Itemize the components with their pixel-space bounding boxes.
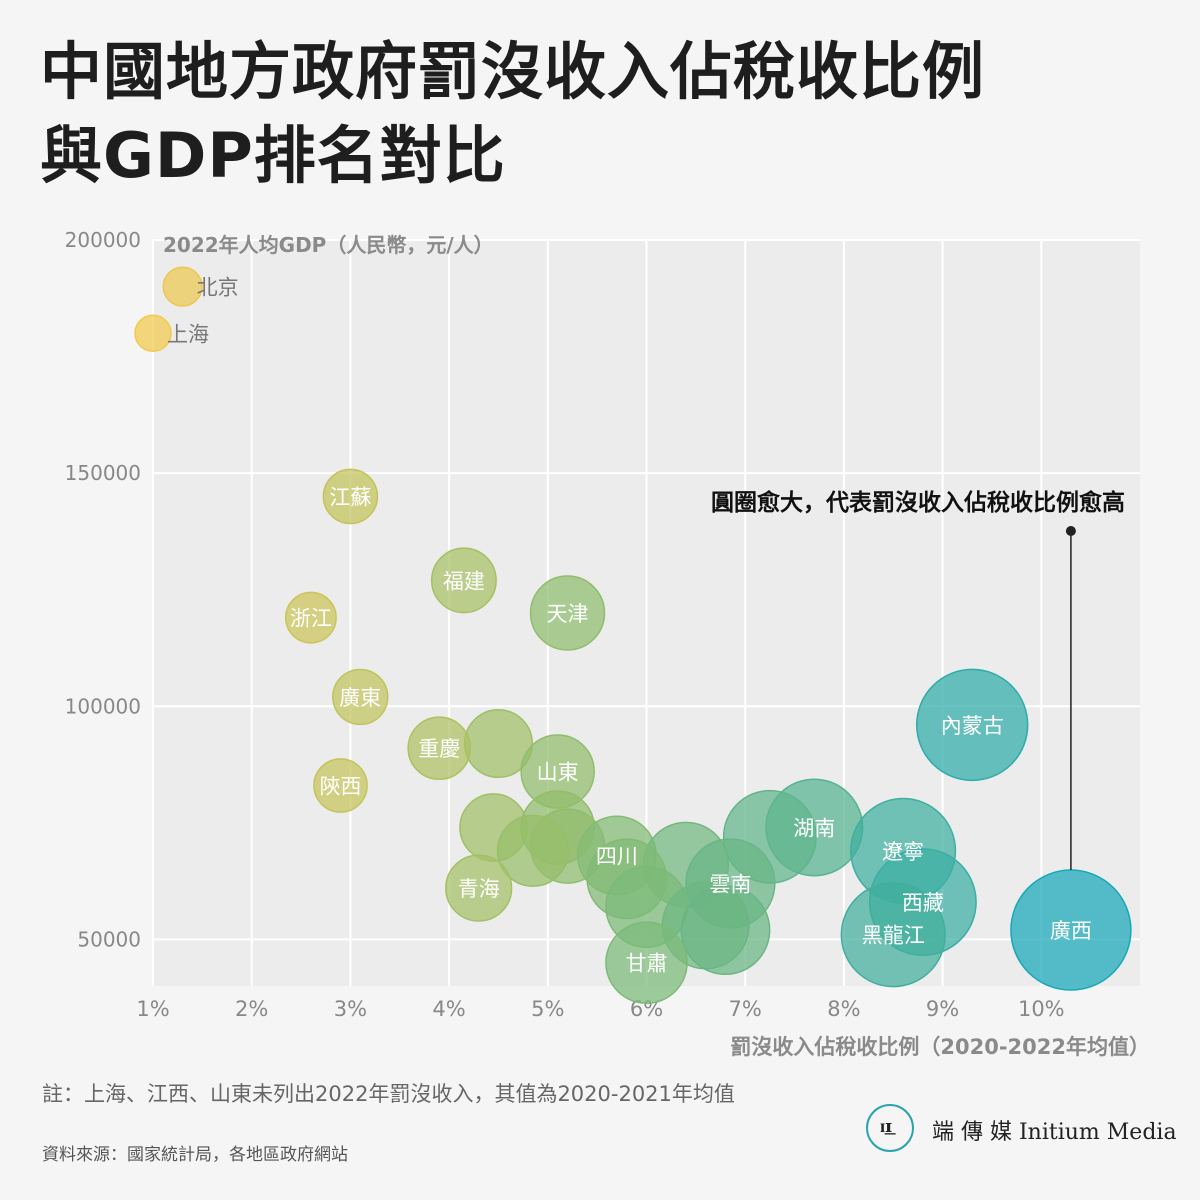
logo-mark-icon: ɪ͟ɪ	[866, 1104, 914, 1152]
annotation-text: 圓圈愈大，代表罰沒收入佔稅收比例愈高	[711, 489, 1125, 516]
bubble	[284, 591, 337, 644]
bubble-label: 山東	[537, 761, 579, 785]
y-tick-label: 200000	[65, 228, 141, 252]
bubble	[407, 716, 472, 781]
bubble-label: 廣西	[1050, 919, 1092, 943]
bubble	[430, 547, 497, 614]
data-source: 資料來源：國家統計局，各地區政府網站	[42, 1145, 348, 1165]
x-tick-label: 8%	[827, 997, 860, 1021]
bubble-label: 北京	[197, 276, 239, 300]
bubble-label: 湖南	[793, 816, 835, 840]
bubble-label: 西藏	[902, 891, 944, 915]
bubble-label: 上海	[167, 322, 209, 346]
logo-glyph: ɪ͟ɪ	[880, 1116, 893, 1137]
x-tick-label: 10%	[1018, 997, 1065, 1021]
x-tick-label: 3%	[334, 997, 367, 1021]
x-tick-label: 7%	[729, 997, 762, 1021]
bubble	[605, 921, 688, 1005]
y-tick-label: 150000	[65, 461, 141, 485]
bubble-label: 青海	[458, 877, 500, 901]
bubble-label: 甘肅	[626, 952, 668, 976]
bubble	[445, 854, 513, 922]
footnote: 註：上海、江西、山東未列出2022年罰沒收入，其值為2020-2021年均值	[42, 1082, 735, 1106]
bubble	[840, 882, 946, 988]
bubble-label: 重慶	[418, 737, 460, 761]
bubble-label: 天津	[547, 602, 589, 626]
x-tick-label: 5%	[531, 997, 564, 1021]
bubble-label: 浙江	[290, 607, 332, 631]
x-tick-label: 9%	[926, 997, 959, 1021]
bubble-label: 陝西	[320, 775, 362, 799]
bubble	[915, 668, 1029, 782]
bubble	[680, 885, 771, 975]
logo-text: 端 傳 媒 Initium Media	[932, 1120, 1177, 1145]
title-line-2: 與GDP排名對比	[40, 119, 506, 192]
x-axis-label: 罰沒收入佔稅收比例（2020-2022年均值）	[730, 1035, 1150, 1059]
chart-title: 中國地方政府罰沒收入佔稅收比例 與GDP排名對比	[40, 30, 1160, 198]
initium-logo: ɪ͟ɪ 端 傳 媒 Initium Media	[866, 1104, 1177, 1156]
x-tick-label: 4%	[432, 997, 465, 1021]
title-line-1: 中國地方政府罰沒收入佔稅收比例	[40, 35, 986, 108]
bubble-label: 江蘇	[329, 485, 371, 509]
bubble	[313, 758, 368, 813]
bubble-label: 黑龍江	[862, 924, 925, 948]
bubble-label: 福建	[443, 569, 485, 593]
bubble	[332, 668, 389, 726]
y-axis-label: 2022年人均GDP（人民幣，元/人）	[163, 233, 494, 257]
bubble-label: 內蒙古	[941, 714, 1004, 738]
annotation-dot	[1065, 526, 1076, 536]
x-tick-label: 1%	[136, 997, 169, 1021]
bubble-label: 遼寧	[882, 840, 924, 864]
bubble	[162, 266, 203, 307]
bubble	[529, 575, 606, 651]
bubble	[134, 314, 172, 352]
bubble-label: 四川	[596, 844, 638, 868]
bubble-label: 廣東	[339, 686, 381, 710]
bubble-label: 雲南	[709, 872, 751, 896]
y-tick-label: 100000	[65, 694, 141, 718]
x-tick-label: 2%	[235, 997, 268, 1021]
y-tick-label: 50000	[77, 927, 141, 951]
bubble	[496, 814, 570, 887]
bubble	[322, 468, 379, 525]
